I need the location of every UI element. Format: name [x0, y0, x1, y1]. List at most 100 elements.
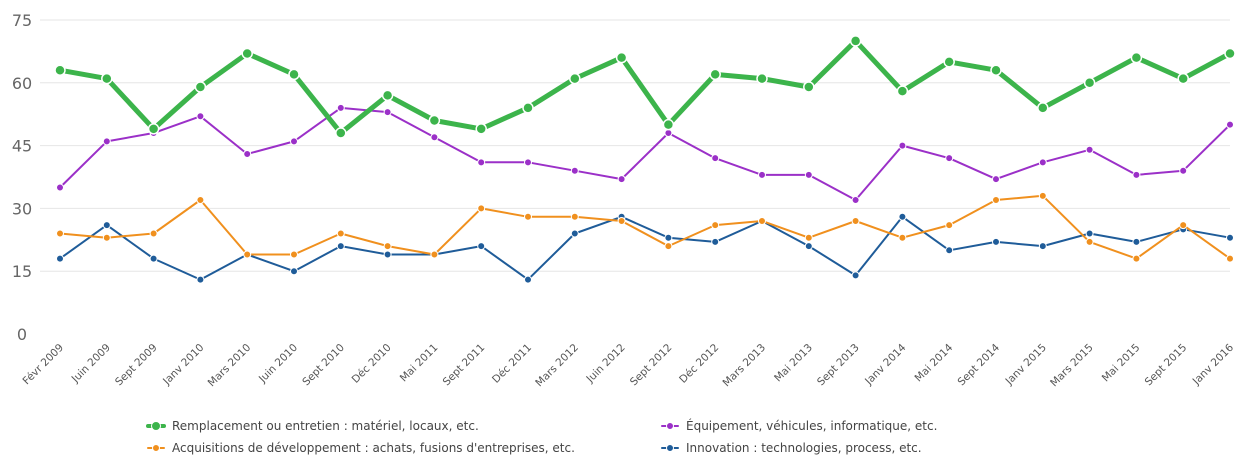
data-point[interactable] [711, 154, 720, 163]
data-point[interactable] [992, 237, 1000, 246]
data-point[interactable] [54, 64, 66, 76]
data-point[interactable] [383, 250, 392, 259]
data-point[interactable] [570, 212, 579, 221]
data-point[interactable] [1179, 221, 1188, 230]
data-point[interactable] [243, 149, 252, 158]
data-point[interactable] [56, 183, 64, 192]
data-point[interactable] [945, 221, 954, 230]
data-point[interactable] [851, 216, 860, 225]
data-point[interactable] [428, 114, 441, 127]
data-point[interactable] [570, 229, 579, 238]
data-point[interactable] [149, 229, 158, 238]
data-point[interactable] [102, 233, 111, 242]
data-point[interactable] [1083, 77, 1096, 89]
data-point[interactable] [617, 175, 626, 184]
data-point[interactable] [290, 250, 298, 259]
data-point[interactable] [336, 229, 345, 238]
data-point[interactable] [383, 242, 392, 251]
data-point[interactable] [851, 271, 860, 280]
data-point[interactable] [617, 216, 626, 225]
data-point[interactable] [1038, 158, 1047, 167]
data-point[interactable] [196, 275, 205, 284]
data-point[interactable] [804, 233, 813, 242]
data-point[interactable] [335, 127, 347, 139]
data-point[interactable] [990, 64, 1002, 76]
data-point[interactable] [430, 250, 439, 259]
data-point[interactable] [1037, 102, 1049, 114]
data-point[interactable] [898, 233, 907, 242]
data-point[interactable] [288, 68, 300, 81]
data-point[interactable] [851, 196, 860, 205]
data-point[interactable] [569, 72, 581, 85]
data-point[interactable] [477, 242, 486, 251]
data-point[interactable] [803, 81, 815, 93]
data-point[interactable] [101, 72, 113, 85]
data-point[interactable] [1226, 233, 1234, 242]
data-point[interactable] [711, 237, 720, 246]
legend-item[interactable]: Acquisitions de développement : achats, … [147, 441, 575, 455]
data-point[interactable] [196, 196, 205, 205]
data-point[interactable] [570, 166, 579, 175]
data-point[interactable] [290, 267, 298, 276]
data-point[interactable] [241, 47, 253, 60]
data-point[interactable] [381, 89, 394, 102]
data-point[interactable] [524, 275, 532, 284]
data-point[interactable] [475, 123, 487, 135]
data-point[interactable] [804, 170, 813, 179]
data-point[interactable] [1226, 120, 1234, 129]
data-point[interactable] [662, 118, 675, 131]
data-point[interactable] [664, 233, 673, 242]
data-point[interactable] [709, 68, 721, 81]
data-point[interactable] [1038, 242, 1047, 251]
data-point[interactable] [149, 254, 158, 263]
data-point[interactable] [1224, 47, 1236, 60]
data-point[interactable] [849, 35, 862, 47]
data-point[interactable] [898, 212, 907, 221]
data-point[interactable] [196, 112, 205, 121]
legend-item[interactable]: Équipement, véhicules, informatique, etc… [661, 418, 937, 433]
data-point[interactable] [992, 175, 1000, 184]
data-point[interactable] [56, 254, 64, 263]
data-point[interactable] [664, 129, 673, 138]
legend-item[interactable]: Remplacement ou entretien : matériel, lo… [146, 419, 479, 433]
data-point[interactable] [943, 56, 955, 68]
data-point[interactable] [524, 158, 532, 167]
data-point[interactable] [522, 102, 534, 114]
data-point[interactable] [945, 154, 954, 163]
data-point[interactable] [194, 81, 207, 93]
data-point[interactable] [1179, 166, 1188, 175]
data-point[interactable] [992, 196, 1000, 205]
data-point[interactable] [898, 141, 907, 150]
data-point[interactable] [243, 250, 252, 259]
data-point[interactable] [1177, 72, 1189, 85]
data-point[interactable] [758, 216, 766, 225]
data-point[interactable] [477, 204, 486, 213]
data-point[interactable] [896, 85, 909, 97]
data-point[interactable] [945, 246, 954, 255]
data-point[interactable] [615, 51, 628, 64]
data-point[interactable] [56, 229, 64, 238]
data-point[interactable] [336, 103, 345, 112]
data-point[interactable] [664, 242, 673, 251]
data-point[interactable] [758, 170, 766, 179]
data-point[interactable] [336, 242, 345, 251]
data-point[interactable] [1085, 145, 1094, 154]
data-point[interactable] [711, 221, 720, 230]
data-point[interactable] [1130, 51, 1143, 64]
legend-item[interactable]: Innovation : technologies, process, etc. [661, 441, 922, 455]
data-point[interactable] [1226, 254, 1234, 263]
data-point[interactable] [290, 137, 298, 146]
data-point[interactable] [477, 158, 486, 167]
data-point[interactable] [1085, 237, 1094, 246]
data-point[interactable] [383, 108, 392, 117]
data-point[interactable] [756, 72, 768, 85]
data-point[interactable] [147, 123, 160, 135]
data-point[interactable] [1038, 191, 1047, 200]
data-point[interactable] [1132, 170, 1141, 179]
data-point[interactable] [1132, 237, 1141, 246]
data-point[interactable] [1085, 229, 1094, 238]
data-point[interactable] [430, 133, 439, 142]
data-point[interactable] [804, 242, 813, 251]
data-point[interactable] [102, 221, 111, 230]
data-point[interactable] [102, 137, 111, 146]
